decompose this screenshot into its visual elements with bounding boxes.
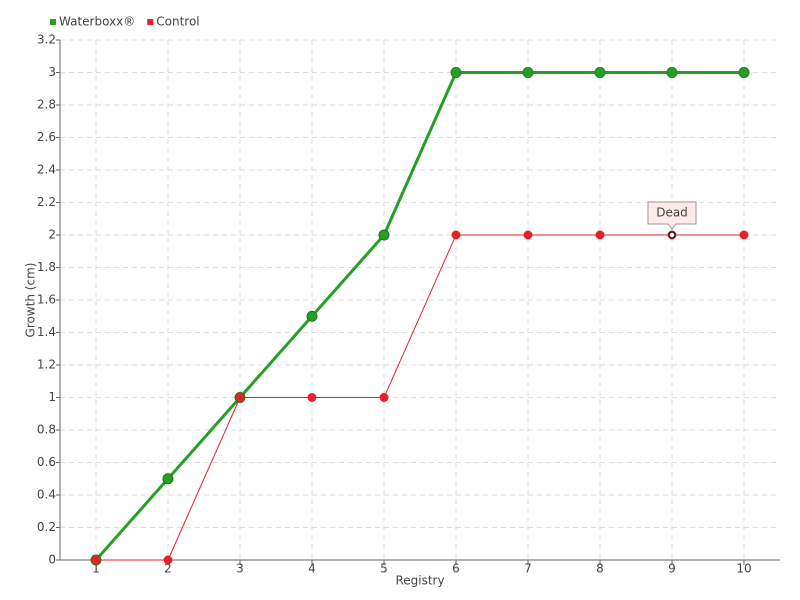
y-tick-label: 1.6: [37, 293, 56, 307]
data-point: [91, 555, 101, 565]
x-tick-label: 8: [596, 562, 604, 576]
y-tick-label: 0: [48, 553, 56, 567]
x-tick-label: 4: [308, 562, 316, 576]
annotation-text: Dead: [656, 206, 688, 220]
x-tick-label: 5: [380, 562, 388, 576]
legend-swatch: [147, 19, 154, 25]
y-tick-label: 2.6: [37, 130, 56, 144]
legend-label: Waterboxx®: [59, 15, 135, 29]
legend-label: Control: [156, 15, 199, 29]
data-point: [739, 230, 749, 240]
y-tick-label: 0.4: [37, 488, 56, 502]
legend-swatch: [50, 19, 56, 25]
data-point: [451, 230, 461, 240]
x-tick-label: 2: [164, 562, 172, 576]
x-tick-label: 10: [736, 562, 751, 576]
annotation-box: [647, 201, 697, 230]
data-point: [235, 393, 245, 402]
data-point: [595, 230, 605, 240]
y-tick-label: 3.2: [37, 33, 56, 47]
y-tick-label: 1.4: [37, 325, 56, 339]
y-tick-label: 0.8: [37, 423, 56, 437]
y-tick-label: 2.2: [37, 195, 56, 209]
data-point: [306, 310, 318, 322]
y-tick-label: 2.8: [37, 98, 56, 112]
y-axis-label: Growth (cm): [24, 263, 38, 338]
data-point: [450, 67, 462, 78]
x-tick-label: 9: [668, 562, 676, 576]
series-line: [96, 234, 744, 561]
annotated-point: [668, 231, 676, 239]
y-tick-label: 0.6: [37, 455, 56, 469]
x-tick-label: 1: [92, 562, 100, 576]
y-tick-label: 1.2: [37, 358, 56, 372]
x-tick-label: 3: [236, 562, 244, 576]
data-point: [162, 473, 174, 485]
y-tick-label: 1.8: [37, 260, 56, 274]
y-tick-label: 3: [48, 65, 56, 79]
y-tick-label: 1: [48, 390, 56, 404]
data-point: [738, 67, 750, 78]
x-axis-label: Registry: [395, 574, 444, 588]
data-point: [594, 67, 606, 78]
x-tick-label: 7: [524, 562, 532, 576]
series-line: [94, 71, 744, 561]
data-point: [666, 67, 678, 78]
y-tick-label: 2: [48, 228, 56, 242]
data-point: [523, 230, 533, 240]
y-tick-label: 0.2: [37, 520, 56, 534]
y-tick-label: 2.4: [37, 163, 56, 177]
x-tick-label: 6: [452, 562, 460, 576]
data-point: [378, 229, 390, 241]
data-point: [163, 555, 173, 565]
data-point: [379, 393, 389, 402]
data-point: [522, 67, 534, 78]
data-point: [307, 393, 317, 402]
